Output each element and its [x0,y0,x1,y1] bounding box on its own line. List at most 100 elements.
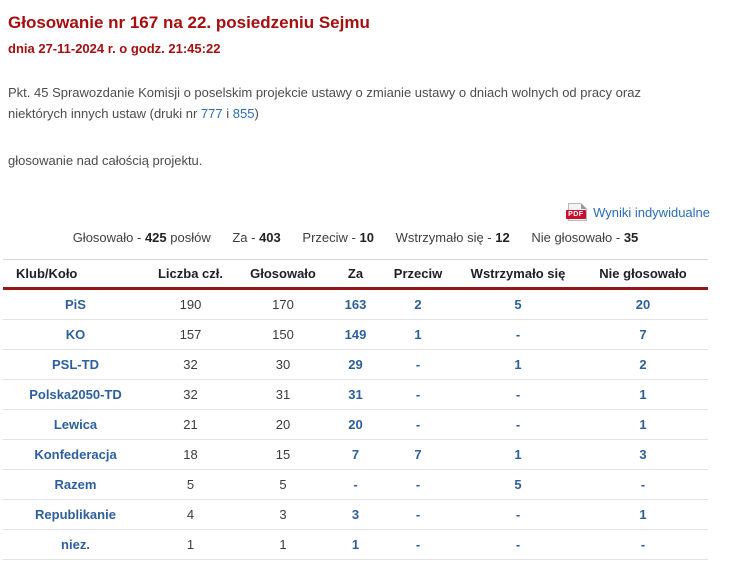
cell-against: - [378,529,458,560]
summary-abstained: Wstrzymało się - 12 [396,230,510,245]
cell-for[interactable]: 163 [333,288,378,320]
club-name[interactable]: Republikanie [3,499,148,530]
cell-members: 18 [148,439,233,470]
pdf-badge: PDF [566,210,586,219]
column-header-voted: Głosowało [250,266,316,281]
summary-not-voted-value: 35 [623,230,639,245]
cell-members: 32 [148,349,233,380]
summary-not-voted-label: Nie głosowało - [531,230,624,245]
table-header-row: Klub/Koło Liczba czł. Głosowało Za Przec… [3,259,708,289]
cell-voted: 15 [233,439,333,470]
description-text-end: ) [254,106,259,121]
vote-summary: Głosowało - 425 posłów Za - 403 Przeciw … [3,230,708,245]
summary-against-value: 10 [359,230,374,245]
column-header-against: Przeciw [393,266,443,281]
club-name[interactable]: Lewica [3,409,148,440]
voting-datetime: dnia 27-11-2024 r. o godz. 21:45:22 [8,41,221,56]
club-name[interactable]: PSL-TD [3,349,148,380]
cell-not_voted[interactable]: 1 [578,499,708,530]
cell-voted: 31 [233,379,333,410]
club-name[interactable]: Polska2050-TD [3,379,148,410]
club-name[interactable]: Konfederacja [3,439,148,470]
cell-against: - [378,349,458,380]
summary-voted-value: 425 [144,230,167,245]
cell-abstained: - [458,499,578,530]
cell-not_voted[interactable]: 1 [578,379,708,410]
voting-description: Pkt. 45 Sprawozdanie Komisji o poselskim… [8,82,688,124]
cell-members: 157 [148,319,233,350]
cell-voted: 5 [233,469,333,500]
cell-for[interactable]: 1 [333,529,378,560]
club-name[interactable]: niez. [3,529,148,560]
page-title: Głosowanie nr 167 na 22. posiedzeniu Sej… [8,13,370,32]
individual-results-label: Wyniki indywidualne [593,204,710,220]
cell-not_voted[interactable]: 2 [578,349,708,380]
cell-not_voted: - [578,529,708,560]
column-header-not-voted: Nie głosowało [599,266,687,281]
column-header-members: Liczba czł. [157,266,224,281]
summary-abstained-label: Wstrzymało się - [395,230,496,245]
cell-for[interactable]: 29 [333,349,378,380]
cell-against: - [378,409,458,440]
column-header-club: Klub/Koło [16,266,78,281]
club-name[interactable]: Razem [3,469,148,500]
summary-for-label: Za - [232,230,260,245]
table-row: PiS 190 170 163 2 5 20 [3,288,708,320]
results-table-body: PiS 190 170 163 2 5 20 KO 157 150 149 1-7 PSL-TD 32 30… [3,288,708,560]
voting-subject: głosowanie nad całością projektu. [8,153,203,168]
cell-voted: 3 [233,499,333,530]
cell-members: 5 [148,469,233,500]
table-row: Razem 5 5- -5- [3,469,708,500]
table-row: PSL-TD 32 30 29-1 2 [3,349,708,380]
cell-abstained[interactable]: 1 [458,439,578,470]
cell-for: - [333,469,378,500]
cell-for[interactable]: 7 [333,439,378,470]
summary-against: Przeciw - 10 [302,230,374,245]
individual-results-link[interactable]: PDF Wyniki indywidualne [566,203,710,221]
cell-abstained[interactable]: 5 [458,288,578,320]
table-row: Republikanie 4 3 3- -1 [3,499,708,530]
column-header-abstained: Wstrzymało się [470,266,566,281]
cell-for[interactable]: 149 [333,319,378,350]
cell-voted: 170 [233,288,333,320]
cell-members: 4 [148,499,233,530]
table-row: Polska2050-TD 32 31 31- -1 [3,379,708,410]
cell-for[interactable]: 31 [333,379,378,410]
results-table: Klub/Koło Liczba czł. Głosowało Za Przec… [3,259,708,560]
cell-against[interactable]: 7 [378,439,458,470]
cell-members: 1 [148,529,233,560]
cell-for[interactable]: 20 [333,409,378,440]
cell-not_voted[interactable]: 20 [578,288,708,320]
description-text: Pkt. 45 Sprawozdanie Komisji o poselskim… [8,85,641,121]
cell-members: 21 [148,409,233,440]
cell-abstained[interactable]: 5 [458,469,578,500]
print-855-link[interactable]: 855 [232,106,255,121]
cell-against: - [378,379,458,410]
cell-abstained[interactable]: 1 [458,349,578,380]
cell-against[interactable]: 1 [378,319,458,350]
cell-for[interactable]: 3 [333,499,378,530]
print-777-link[interactable]: 777 [200,106,223,121]
summary-for-value: 403 [259,230,281,245]
cell-abstained: - [458,379,578,410]
club-name[interactable]: KO [3,319,148,350]
cell-abstained: - [458,409,578,440]
cell-against[interactable]: 2 [378,288,458,320]
club-name[interactable]: PiS [3,288,148,320]
table-row: Lewica 21 20 20- -1 [3,409,708,440]
summary-voted-suffix: posłów [166,230,211,245]
cell-against: - [378,499,458,530]
table-row: Konfederacja 18 15 7 7 1 3 [3,439,708,470]
cell-not_voted[interactable]: 1 [578,409,708,440]
cell-not_voted[interactable]: 3 [578,439,708,470]
summary-voted-label: Głosowało - [72,230,145,245]
summary-abstained-value: 12 [495,230,510,245]
summary-not-voted: Nie głosowało - 35 [531,230,638,245]
cell-not_voted[interactable]: 7 [578,319,708,350]
cell-voted: 20 [233,409,333,440]
cell-members: 190 [148,288,233,320]
individual-results-row: PDF Wyniki indywidualne [3,203,715,221]
cell-abstained: - [458,319,578,350]
table-row: niez. 1 1 1- - - [3,529,708,560]
cell-abstained: - [458,529,578,560]
